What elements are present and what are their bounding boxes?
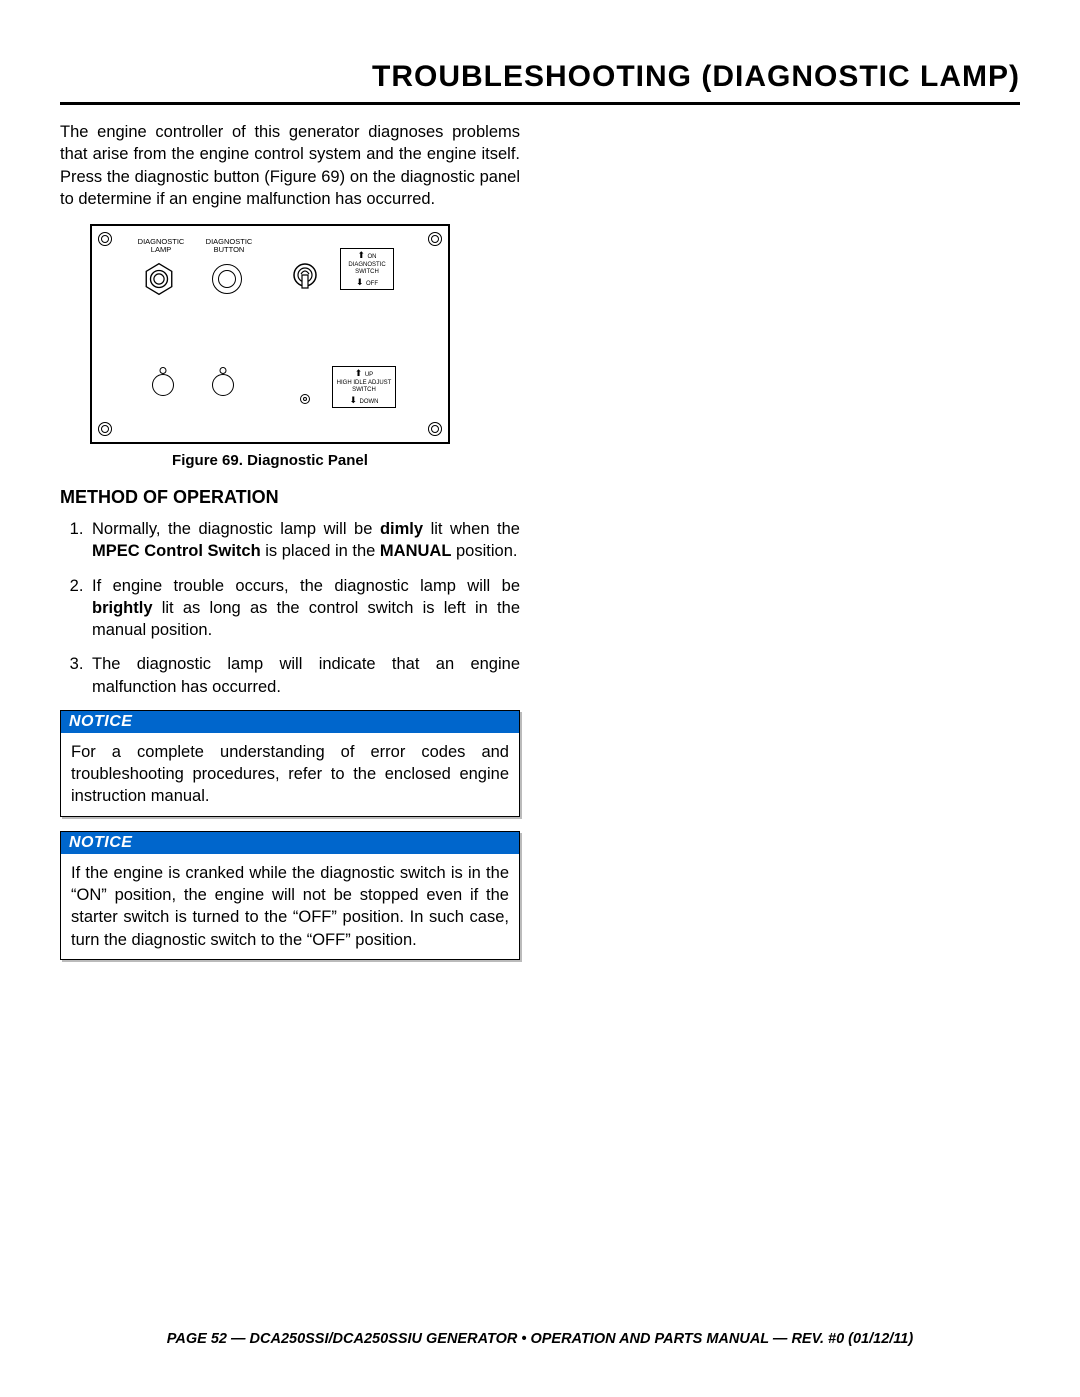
key-switch-icon bbox=[292, 262, 318, 292]
notice-box: NOTICE For a complete understanding of e… bbox=[60, 710, 520, 817]
list-item: The diagnostic lamp will indicate that a… bbox=[88, 653, 520, 698]
notice-header: NOTICE bbox=[61, 711, 519, 733]
notice-box: NOTICE If the engine is cranked while th… bbox=[60, 831, 520, 960]
method-list: Normally, the diagnostic lamp will be di… bbox=[60, 518, 520, 698]
arrow-down-icon: ⬇ OFF bbox=[343, 278, 391, 287]
figure-caption: Figure 69. Diagnostic Panel bbox=[60, 452, 480, 469]
list-item: Normally, the diagnostic lamp will be di… bbox=[88, 518, 520, 563]
arrow-up-icon: ⬆ ON bbox=[343, 251, 391, 260]
aux-control-icon bbox=[212, 374, 234, 396]
method-heading: METHOD OF OPERATION bbox=[60, 487, 520, 508]
diagnostic-switch-label: DIAGNOSTIC SWITCH bbox=[343, 262, 391, 275]
page-title: TROUBLESHOOTING (DIAGNOSTIC LAMP) bbox=[60, 60, 1020, 102]
arrow-down-icon: ⬇ DOWN bbox=[335, 396, 393, 405]
notice-header: NOTICE bbox=[61, 832, 519, 854]
list-item: If engine trouble occurs, the diagnostic… bbox=[88, 575, 520, 642]
screw-icon bbox=[428, 232, 442, 246]
page-footer: PAGE 52 — DCA250SSI/DCA250SSIU GENERATOR… bbox=[60, 1331, 1020, 1347]
screw-icon bbox=[98, 232, 112, 246]
diagnostic-lamp-icon bbox=[142, 262, 176, 296]
diagnostic-lamp-label: DIAGNOSTIC LAMP bbox=[132, 238, 190, 254]
diagnostic-button-label: DIAGNOSTIC BUTTON bbox=[200, 238, 258, 254]
screw-icon bbox=[428, 422, 442, 436]
screw-icon bbox=[98, 422, 112, 436]
high-idle-switch-box: ⬆ UP HIGH IDLE ADJUST SWITCH ⬇ DOWN bbox=[332, 366, 396, 408]
notice-body: For a complete understanding of error co… bbox=[61, 733, 519, 816]
title-rule bbox=[60, 102, 1020, 105]
diagnostic-switch-box: ⬆ ON DIAGNOSTIC SWITCH ⬇ OFF bbox=[340, 248, 394, 290]
intro-paragraph: The engine controller of this generator … bbox=[60, 121, 520, 210]
diagnostic-panel-figure: DIAGNOSTIC LAMP DIAGNOSTIC BUTTON ⬆ ON D… bbox=[90, 224, 450, 444]
arrow-up-icon: ⬆ UP bbox=[335, 369, 393, 378]
high-idle-switch-label: HIGH IDLE ADJUST SWITCH bbox=[335, 380, 393, 393]
aux-control-icon bbox=[152, 374, 174, 396]
diagnostic-button-icon bbox=[212, 264, 242, 294]
notice-body: If the engine is cranked while the diagn… bbox=[61, 854, 519, 959]
screw-icon bbox=[300, 394, 310, 404]
content-column: The engine controller of this generator … bbox=[60, 121, 520, 960]
